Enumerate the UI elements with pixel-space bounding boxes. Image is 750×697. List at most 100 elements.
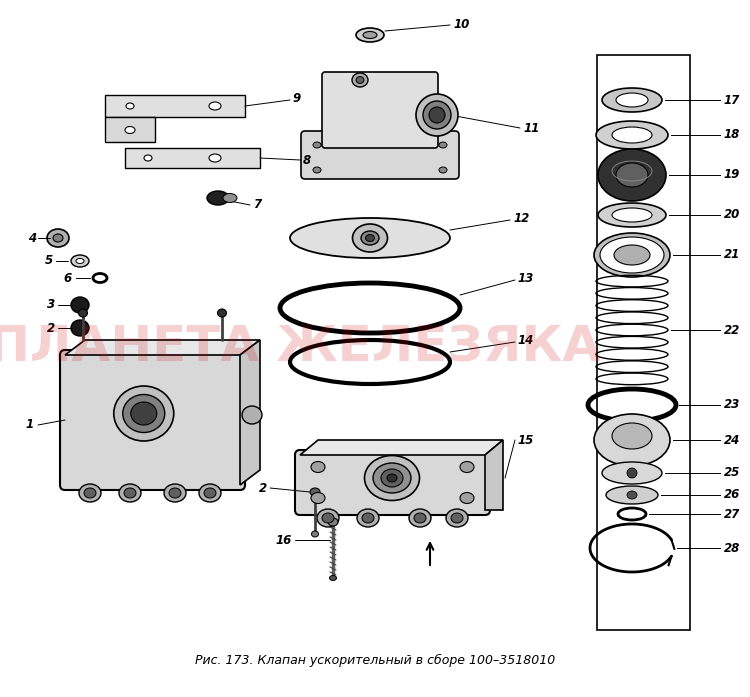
Bar	[125, 148, 260, 168]
Ellipse shape	[429, 107, 445, 123]
Text: 2: 2	[46, 321, 55, 335]
Text: 26: 26	[724, 489, 740, 502]
Ellipse shape	[313, 167, 321, 173]
Ellipse shape	[123, 395, 165, 433]
Ellipse shape	[144, 155, 152, 161]
Ellipse shape	[209, 154, 221, 162]
Ellipse shape	[361, 231, 379, 245]
Ellipse shape	[387, 474, 397, 482]
Ellipse shape	[365, 234, 374, 241]
Text: 16: 16	[276, 533, 292, 546]
Ellipse shape	[612, 423, 652, 449]
Text: 21: 21	[724, 249, 740, 261]
Text: 8: 8	[303, 153, 311, 167]
Polygon shape	[240, 340, 260, 485]
Bar	[597, 55, 690, 630]
Ellipse shape	[209, 102, 221, 110]
Ellipse shape	[409, 509, 431, 527]
Ellipse shape	[217, 309, 226, 317]
Ellipse shape	[207, 191, 229, 205]
Ellipse shape	[124, 488, 136, 498]
Ellipse shape	[223, 194, 237, 203]
Ellipse shape	[363, 31, 377, 38]
Text: 2: 2	[259, 482, 267, 494]
Ellipse shape	[119, 484, 141, 502]
Ellipse shape	[627, 491, 637, 499]
Ellipse shape	[594, 233, 670, 277]
Text: 23: 23	[724, 399, 740, 411]
Ellipse shape	[164, 484, 186, 502]
Ellipse shape	[328, 518, 338, 526]
Text: 5: 5	[45, 254, 53, 268]
Text: 3: 3	[46, 298, 55, 312]
Polygon shape	[300, 440, 503, 455]
Ellipse shape	[311, 531, 319, 537]
Ellipse shape	[242, 406, 262, 424]
Ellipse shape	[311, 461, 325, 473]
Ellipse shape	[352, 224, 388, 252]
Text: 22: 22	[724, 323, 740, 337]
Text: Рис. 173. Клапан ускорительный в сборе 100–3518010: Рис. 173. Клапан ускорительный в сборе 1…	[195, 654, 555, 666]
Text: 15: 15	[518, 434, 534, 447]
Ellipse shape	[356, 77, 364, 84]
Ellipse shape	[79, 484, 101, 502]
Ellipse shape	[439, 142, 447, 148]
Ellipse shape	[76, 259, 84, 263]
FancyBboxPatch shape	[60, 350, 245, 490]
Polygon shape	[65, 340, 260, 355]
Text: 28: 28	[724, 542, 740, 555]
Ellipse shape	[451, 513, 463, 523]
Ellipse shape	[616, 93, 648, 107]
Ellipse shape	[130, 402, 157, 425]
Text: 12: 12	[513, 213, 529, 226]
Ellipse shape	[53, 234, 63, 242]
Text: 10: 10	[454, 17, 470, 31]
Ellipse shape	[357, 509, 379, 527]
Ellipse shape	[199, 484, 221, 502]
Ellipse shape	[381, 469, 403, 487]
Text: 19: 19	[724, 169, 740, 181]
Ellipse shape	[317, 509, 339, 527]
Ellipse shape	[71, 297, 89, 313]
Text: 25: 25	[724, 466, 740, 480]
Ellipse shape	[598, 149, 666, 201]
Bar	[105, 95, 245, 117]
Ellipse shape	[612, 127, 652, 143]
Text: 1: 1	[26, 418, 34, 431]
Ellipse shape	[612, 208, 652, 222]
Ellipse shape	[329, 576, 337, 581]
Text: 4: 4	[28, 231, 36, 245]
Ellipse shape	[310, 488, 320, 496]
Ellipse shape	[598, 203, 666, 227]
Text: 20: 20	[724, 208, 740, 222]
Ellipse shape	[594, 414, 670, 466]
Ellipse shape	[460, 461, 474, 473]
Text: 6: 6	[64, 272, 72, 284]
Ellipse shape	[602, 462, 662, 484]
Ellipse shape	[627, 468, 637, 478]
FancyBboxPatch shape	[295, 450, 490, 515]
Ellipse shape	[322, 513, 334, 523]
Text: 14: 14	[518, 335, 534, 348]
Ellipse shape	[416, 94, 458, 136]
Ellipse shape	[460, 493, 474, 503]
Ellipse shape	[600, 237, 664, 273]
Text: ПЛАНЕТА ЖЕЛЕЗЯКА: ПЛАНЕТА ЖЕЛЕЗЯКА	[0, 324, 602, 372]
Ellipse shape	[614, 245, 650, 265]
Ellipse shape	[364, 456, 419, 500]
Ellipse shape	[169, 488, 181, 498]
Ellipse shape	[352, 73, 368, 87]
Ellipse shape	[602, 88, 662, 112]
Text: 7: 7	[253, 199, 261, 211]
Ellipse shape	[126, 103, 134, 109]
Ellipse shape	[71, 320, 89, 336]
Ellipse shape	[71, 255, 89, 267]
Ellipse shape	[414, 513, 426, 523]
Ellipse shape	[616, 163, 648, 187]
Text: 13: 13	[518, 273, 534, 286]
Ellipse shape	[204, 488, 216, 498]
Ellipse shape	[362, 513, 374, 523]
Ellipse shape	[446, 509, 468, 527]
Ellipse shape	[606, 486, 658, 504]
Text: 18: 18	[724, 128, 740, 141]
